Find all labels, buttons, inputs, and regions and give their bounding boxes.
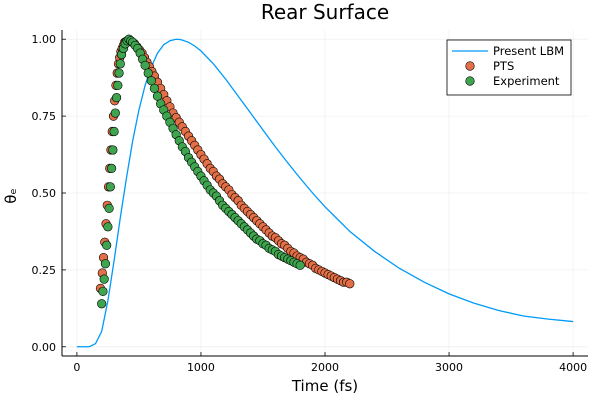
experiment-point <box>114 81 123 90</box>
legend-marker-experiment <box>466 77 475 86</box>
experiment-point <box>107 164 116 173</box>
pts-point <box>346 279 355 288</box>
legend-label-experiment: Experiment <box>493 74 560 88</box>
experiment-point <box>141 61 150 70</box>
experiment-point <box>99 287 108 296</box>
legend: Present LBM PTS Experiment <box>447 40 571 95</box>
y-tick-label: 0.75 <box>32 110 57 123</box>
chart-title: Rear Surface <box>261 0 389 24</box>
x-ticks: 0 1000 2000 3000 4000 <box>73 352 587 374</box>
x-tick-label: 3000 <box>435 361 463 374</box>
experiment-point <box>153 92 162 101</box>
x-axis-label: Time (fs) <box>291 377 358 395</box>
experiment-point <box>296 261 305 270</box>
experiment-point <box>102 241 111 250</box>
legend-label-pts: PTS <box>493 59 514 73</box>
experiment-point <box>112 93 121 102</box>
experiment-point <box>116 60 125 69</box>
y-tick-label: 0.00 <box>32 341 57 354</box>
experiment-point <box>111 109 120 118</box>
experiment-point <box>110 127 119 136</box>
y-ticks: 0.00 0.25 0.50 0.75 1.00 <box>32 33 67 354</box>
legend-label-present-lbm: Present LBM <box>493 44 564 58</box>
experiment-point <box>109 146 118 155</box>
experiment-point <box>144 69 153 78</box>
experiment-point <box>100 275 109 284</box>
experiment-point <box>115 69 124 78</box>
experiment-point <box>147 76 156 85</box>
experiment-point <box>97 299 106 308</box>
y-tick-label: 0.50 <box>32 187 57 200</box>
x-tick-label: 4000 <box>559 361 587 374</box>
experiment-point <box>101 259 110 268</box>
x-tick-label: 2000 <box>311 361 339 374</box>
series-pts <box>96 36 354 292</box>
y-tick-label: 0.25 <box>32 264 57 277</box>
x-tick-label: 0 <box>73 361 80 374</box>
y-axis-label: θₑ <box>2 188 20 203</box>
experiment-point <box>105 204 114 213</box>
y-tick-label: 1.00 <box>32 33 57 46</box>
experiment-point <box>106 183 115 192</box>
legend-marker-pts <box>466 62 475 71</box>
experiment-point <box>150 84 159 93</box>
experiment-point <box>104 223 113 232</box>
x-tick-label: 1000 <box>187 361 215 374</box>
